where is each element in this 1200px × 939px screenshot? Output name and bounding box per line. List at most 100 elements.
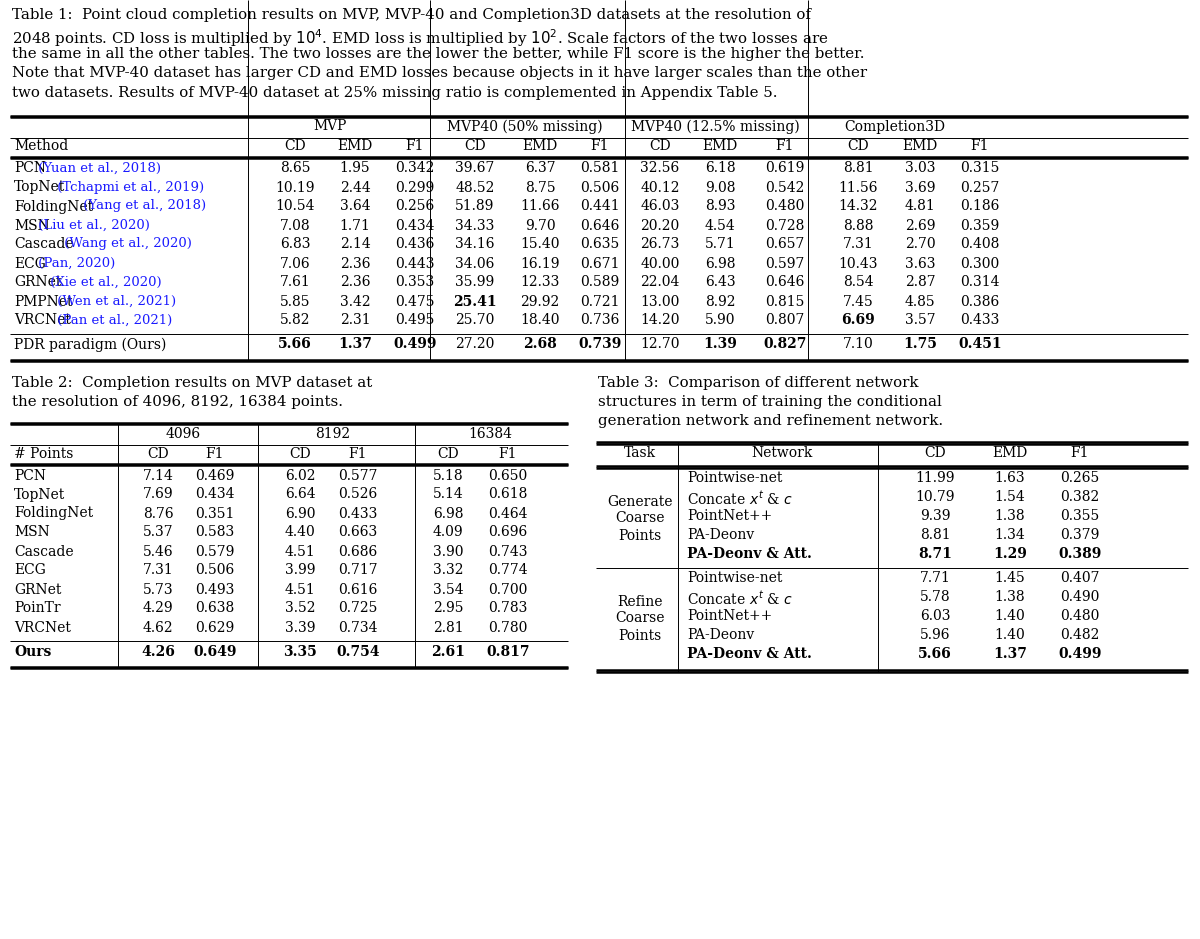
Text: TopNet: TopNet [14, 487, 65, 501]
Text: 0.663: 0.663 [338, 526, 378, 540]
Text: 8.75: 8.75 [524, 180, 556, 194]
Text: 2.36: 2.36 [340, 256, 371, 270]
Text: 0.490: 0.490 [1061, 590, 1099, 604]
Text: 4.54: 4.54 [704, 219, 736, 233]
Text: 0.728: 0.728 [766, 219, 805, 233]
Text: Table 3:  Comparison of different network: Table 3: Comparison of different network [598, 376, 918, 390]
Text: 51.89: 51.89 [455, 199, 494, 213]
Text: 0.616: 0.616 [338, 582, 378, 596]
Text: 1.37: 1.37 [338, 337, 372, 351]
Text: 0.827: 0.827 [763, 337, 806, 351]
Text: PCN: PCN [14, 162, 46, 176]
Text: 0.434: 0.434 [395, 219, 434, 233]
Text: 0.581: 0.581 [581, 162, 619, 176]
Text: 8.92: 8.92 [704, 295, 736, 309]
Text: 16384: 16384 [468, 426, 512, 440]
Text: 0.299: 0.299 [395, 180, 434, 194]
Text: 0.386: 0.386 [960, 295, 1000, 309]
Text: (Tchapmi et al., 2019): (Tchapmi et al., 2019) [53, 180, 204, 193]
Text: PA-Deonv: PA-Deonv [686, 628, 755, 642]
Text: CD: CD [148, 447, 169, 460]
Text: CD: CD [924, 446, 946, 460]
Text: 3.35: 3.35 [283, 644, 317, 658]
Text: 0.499: 0.499 [1058, 647, 1102, 661]
Text: the same in all the other tables. The two losses are the lower the better, while: the same in all the other tables. The tw… [12, 47, 864, 61]
Text: (Xie et al., 2020): (Xie et al., 2020) [47, 275, 162, 288]
Text: 2.68: 2.68 [523, 337, 557, 351]
Text: F1: F1 [499, 447, 517, 460]
Text: 13.00: 13.00 [641, 295, 679, 309]
Text: 4.62: 4.62 [143, 621, 173, 635]
Text: 2.95: 2.95 [433, 602, 463, 615]
Text: 3.64: 3.64 [340, 199, 371, 213]
Text: PA-Deonv & Att.: PA-Deonv & Att. [686, 647, 812, 661]
Text: CD: CD [847, 140, 869, 153]
Text: 40.12: 40.12 [641, 180, 679, 194]
Text: Refine: Refine [617, 594, 662, 608]
Text: 10.79: 10.79 [916, 490, 955, 504]
Text: 5.71: 5.71 [704, 238, 736, 252]
Text: 6.98: 6.98 [433, 506, 463, 520]
Text: 10.43: 10.43 [839, 256, 877, 270]
Text: PA-Deonv & Att.: PA-Deonv & Att. [686, 547, 812, 561]
Text: 5.46: 5.46 [143, 545, 173, 559]
Text: F1: F1 [590, 140, 610, 153]
Text: structures in term of training the conditional: structures in term of training the condi… [598, 395, 942, 409]
Text: 7.06: 7.06 [280, 256, 311, 270]
Text: 29.92: 29.92 [521, 295, 559, 309]
Text: 5.85: 5.85 [280, 295, 311, 309]
Text: (Yuan et al., 2018): (Yuan et al., 2018) [34, 162, 161, 175]
Text: # Points: # Points [14, 447, 73, 460]
Text: 0.739: 0.739 [578, 337, 622, 351]
Text: 34.33: 34.33 [455, 219, 494, 233]
Text: 0.717: 0.717 [338, 563, 378, 577]
Text: 0.256: 0.256 [395, 199, 434, 213]
Text: (Yang et al., 2018): (Yang et al., 2018) [79, 199, 206, 212]
Text: 26.73: 26.73 [641, 238, 679, 252]
Text: GRNet: GRNet [14, 275, 61, 289]
Text: Points: Points [618, 628, 661, 642]
Text: 0.783: 0.783 [488, 602, 528, 615]
Text: MVP40 (12.5% missing): MVP40 (12.5% missing) [631, 119, 799, 134]
Text: 5.82: 5.82 [280, 314, 311, 328]
Text: 6.90: 6.90 [284, 506, 316, 520]
Text: CD: CD [649, 140, 671, 153]
Text: 0.579: 0.579 [196, 545, 235, 559]
Text: 8.81: 8.81 [919, 528, 950, 542]
Text: 0.314: 0.314 [960, 275, 1000, 289]
Text: 15.40: 15.40 [521, 238, 559, 252]
Text: 34.06: 34.06 [455, 256, 494, 270]
Text: 4.81: 4.81 [905, 199, 935, 213]
Text: Table 2:  Completion results on MVP dataset at: Table 2: Completion results on MVP datas… [12, 376, 372, 390]
Text: FoldingNet: FoldingNet [14, 199, 94, 213]
Text: Generate: Generate [607, 495, 673, 509]
Text: 16.19: 16.19 [521, 256, 559, 270]
Text: 25.70: 25.70 [455, 314, 494, 328]
Text: (Liu et al., 2020): (Liu et al., 2020) [34, 219, 149, 232]
Text: 0.542: 0.542 [766, 180, 805, 194]
Text: 3.52: 3.52 [284, 602, 316, 615]
Text: Points: Points [618, 529, 661, 543]
Text: 2.14: 2.14 [340, 238, 371, 252]
Text: Completion3D: Completion3D [845, 119, 946, 133]
Text: 8.93: 8.93 [704, 199, 736, 213]
Text: 0.441: 0.441 [580, 199, 620, 213]
Text: 0.597: 0.597 [766, 256, 805, 270]
Text: 0.774: 0.774 [488, 563, 528, 577]
Text: 6.43: 6.43 [704, 275, 736, 289]
Text: 1.40: 1.40 [995, 609, 1025, 623]
Text: 3.32: 3.32 [433, 563, 463, 577]
Text: 7.31: 7.31 [143, 563, 173, 577]
Text: the resolution of 4096, 8192, 16384 points.: the resolution of 4096, 8192, 16384 poin… [12, 395, 343, 409]
Text: 4.51: 4.51 [284, 582, 316, 596]
Text: PointNet++: PointNet++ [686, 609, 773, 623]
Text: 0.671: 0.671 [581, 256, 619, 270]
Text: CD: CD [437, 447, 458, 460]
Text: CD: CD [284, 140, 306, 153]
Text: 0.499: 0.499 [394, 337, 437, 351]
Text: 0.646: 0.646 [581, 219, 619, 233]
Text: EMD: EMD [992, 446, 1027, 460]
Text: 0.686: 0.686 [338, 545, 378, 559]
Text: 34.16: 34.16 [455, 238, 494, 252]
Text: 0.359: 0.359 [960, 219, 1000, 233]
